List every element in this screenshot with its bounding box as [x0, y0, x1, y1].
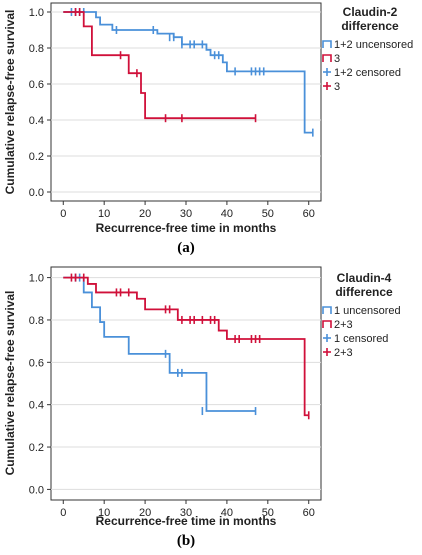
- x-tick-label: 50: [262, 208, 274, 220]
- grid-a: [51, 11, 321, 193]
- y-tick-label: 0.6: [29, 79, 44, 91]
- legend-label: 1 censored: [334, 333, 388, 345]
- panel-a: 0.0 0.2 0.4 0.6 0.8 1.0 0 10 20 30 40 50 60 Cumulat…: [3, 2, 413, 256]
- x-tick-label: 10: [98, 507, 110, 519]
- legend-title-a-line1: Claudin-2: [343, 5, 398, 19]
- y-ticks-b: 0.0 0.2 0.4 0.6 0.8 1.0: [29, 273, 51, 496]
- legend-item: 1+2 uncensored: [322, 39, 413, 51]
- series-b: [63, 273, 310, 420]
- legend-step-symbol: [322, 320, 332, 328]
- legend-items-b: 1 uncensored 2+3 1 censored 2+3: [322, 305, 401, 359]
- x-tick-label: 50: [262, 507, 274, 519]
- legend-item: 2+3: [323, 347, 353, 359]
- plot-area-a: [50, 2, 322, 202]
- legend-item: 1 uncensored: [322, 305, 401, 317]
- legend-item: 1+2 censored: [323, 67, 401, 79]
- legend-step-symbol: [322, 54, 332, 62]
- legend-item: 2+3: [322, 319, 353, 331]
- y-tick-label: 0.0: [29, 484, 44, 496]
- legend-step-symbol: [322, 306, 332, 314]
- y-tick-label: 0.4: [29, 400, 44, 412]
- y-tick-label: 0.6: [29, 357, 44, 369]
- series-a: [63, 8, 314, 137]
- legend-label: 1+2 uncensored: [334, 39, 413, 51]
- caption-a: (a): [177, 240, 195, 256]
- x-tick-label: 20: [139, 208, 151, 220]
- legend-item: 3: [322, 53, 340, 65]
- y-tick-label: 1.0: [29, 273, 44, 285]
- y-tick-label: 0.8: [29, 315, 44, 327]
- y-ticks-a: 0.0 0.2 0.4 0.6 0.8 1.0: [29, 7, 51, 199]
- legend-a: Claudin-2 difference 1+2 uncensored31+2 …: [322, 5, 413, 93]
- x-tick-label: 10: [98, 208, 110, 220]
- panel-b: 0.0 0.2 0.4 0.6 0.8 1.0 0 10 20 30 40 50 60 Cumulat…: [3, 266, 401, 549]
- x-tick-label: 40: [221, 208, 233, 220]
- legend-label: 3: [334, 53, 340, 65]
- y-tick-label: 0.0: [29, 187, 44, 199]
- x-tick-label: 30: [180, 208, 192, 220]
- x-ticks-a: 0 10 20 30 40 50 60: [60, 201, 315, 220]
- x-ticks-b: 0 10 20 30 40 50 60: [60, 500, 315, 519]
- y-tick-label: 0.2: [29, 151, 44, 163]
- legend-b: Claudin-4 difference 1 uncensored 2+3 1 ce…: [322, 271, 401, 359]
- y-tick-label: 1.0: [29, 7, 44, 19]
- survival-curve-1: [63, 276, 256, 412]
- x-tick-label: 20: [139, 507, 151, 519]
- y-axis-label-a: Cumulative relapse-free survival: [3, 10, 17, 195]
- y-tick-label: 0.2: [29, 442, 44, 454]
- legend-label: 3: [334, 81, 340, 93]
- caption-b: (b): [177, 533, 195, 549]
- legend-title-b-line2: difference: [335, 285, 393, 299]
- legend-title-a-line2: difference: [341, 19, 399, 33]
- survival-curve-2: [63, 11, 256, 120]
- legend-label: 2+3: [334, 347, 353, 359]
- y-axis-label-b: Cumulative relapse-free survival: [3, 291, 17, 476]
- x-tick-label: 0: [60, 507, 66, 519]
- grid-b: [51, 277, 321, 490]
- x-tick-label: 40: [221, 507, 233, 519]
- legend-items-a: 1+2 uncensored 3 1+2 censored 3: [322, 39, 413, 93]
- legend-item: 3: [323, 81, 340, 93]
- x-tick-label: 0: [60, 208, 66, 220]
- y-tick-label: 0.4: [29, 115, 44, 127]
- legend-title-b-line1: Claudin-4: [337, 271, 392, 285]
- x-axis-label-a: Recurrence-free time in months: [96, 221, 277, 235]
- x-axis-label-b: Recurrence-free time in months: [96, 514, 277, 528]
- legend-label: 2+3: [334, 319, 353, 331]
- x-tick-label: 60: [303, 507, 315, 519]
- legend-label: 1 uncensored: [334, 305, 401, 317]
- x-tick-label: 30: [180, 507, 192, 519]
- legend-item: 1 censored: [323, 333, 388, 345]
- y-tick-label: 0.8: [29, 43, 44, 55]
- legend-step-symbol: [322, 40, 332, 48]
- plot-area-b: [50, 266, 322, 501]
- x-tick-label: 60: [303, 208, 315, 220]
- legend-label: 1+2 censored: [334, 67, 401, 79]
